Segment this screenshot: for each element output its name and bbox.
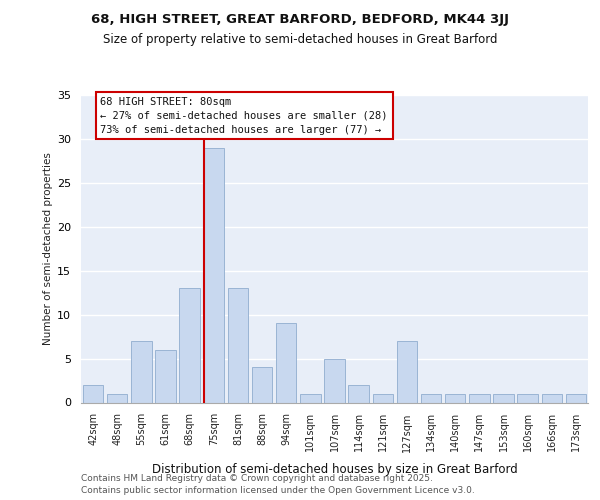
Bar bbox=[493, 394, 514, 402]
Text: 68, HIGH STREET, GREAT BARFORD, BEDFORD, MK44 3JJ: 68, HIGH STREET, GREAT BARFORD, BEDFORD,… bbox=[91, 12, 509, 26]
Bar bbox=[324, 358, 345, 403]
Bar bbox=[445, 394, 466, 402]
Bar bbox=[252, 368, 272, 402]
Bar bbox=[300, 394, 320, 402]
Bar bbox=[566, 394, 586, 402]
Bar bbox=[179, 288, 200, 403]
Y-axis label: Number of semi-detached properties: Number of semi-detached properties bbox=[43, 152, 53, 345]
Bar bbox=[469, 394, 490, 402]
Bar bbox=[397, 341, 417, 402]
Bar bbox=[131, 341, 152, 402]
Text: Contains HM Land Registry data © Crown copyright and database right 2025.
Contai: Contains HM Land Registry data © Crown c… bbox=[81, 474, 475, 495]
Bar bbox=[227, 288, 248, 403]
X-axis label: Distribution of semi-detached houses by size in Great Barford: Distribution of semi-detached houses by … bbox=[152, 462, 517, 475]
Bar bbox=[107, 394, 127, 402]
Bar bbox=[542, 394, 562, 402]
Bar bbox=[373, 394, 393, 402]
Bar bbox=[83, 385, 103, 402]
Bar bbox=[421, 394, 442, 402]
Text: Size of property relative to semi-detached houses in Great Barford: Size of property relative to semi-detach… bbox=[103, 32, 497, 46]
Bar bbox=[276, 324, 296, 402]
Bar bbox=[155, 350, 176, 403]
Bar bbox=[203, 148, 224, 402]
Bar bbox=[349, 385, 369, 402]
Text: 68 HIGH STREET: 80sqm
← 27% of semi-detached houses are smaller (28)
73% of semi: 68 HIGH STREET: 80sqm ← 27% of semi-deta… bbox=[100, 97, 388, 135]
Bar bbox=[517, 394, 538, 402]
